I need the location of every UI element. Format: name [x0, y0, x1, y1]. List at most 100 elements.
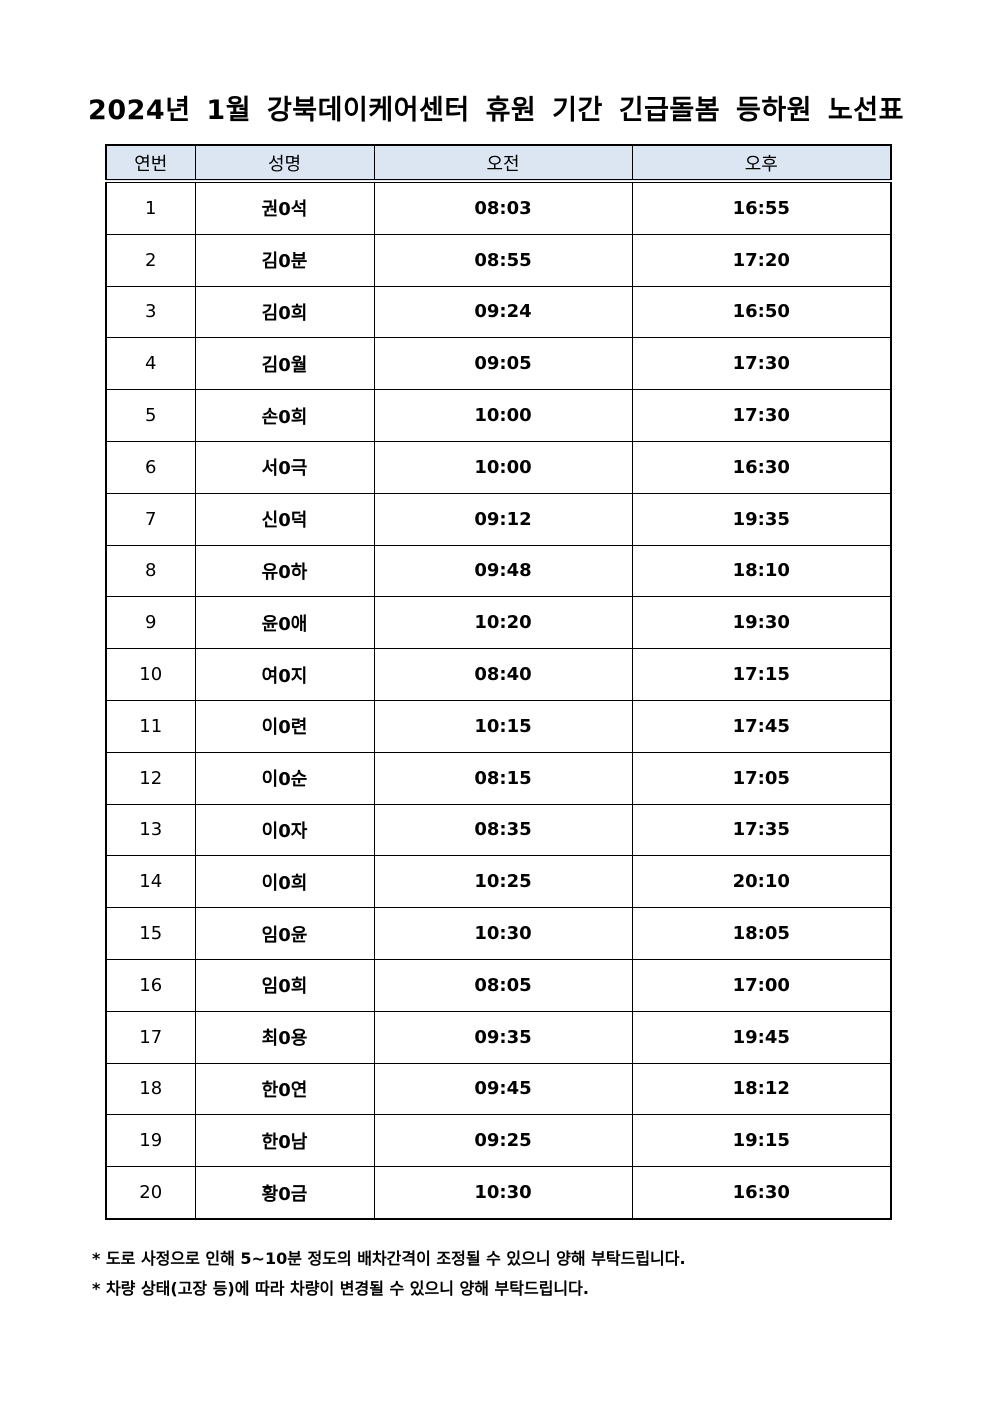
row-number: 10 — [105, 648, 196, 701]
row-number: 12 — [105, 751, 196, 805]
row-morning-time: 08:55 — [373, 233, 633, 287]
row-name: 여0지 — [194, 648, 375, 701]
row-afternoon-time: 17:15 — [631, 648, 892, 701]
table-row: 12 이0순 08:15 17:05 — [105, 751, 892, 805]
row-afternoon-time: 16:30 — [631, 1166, 892, 1220]
row-morning-time: 08:40 — [373, 648, 633, 701]
row-name: 임0희 — [194, 958, 375, 1012]
row-name: 윤0애 — [194, 596, 375, 650]
row-number: 4 — [105, 337, 196, 391]
row-name: 손0희 — [194, 389, 375, 442]
row-number: 13 — [105, 803, 196, 857]
row-number: 15 — [105, 907, 196, 960]
row-name: 유0하 — [194, 544, 375, 598]
row-afternoon-time: 19:30 — [631, 596, 892, 650]
row-afternoon-time: 16:50 — [631, 285, 892, 339]
row-number: 1 — [105, 180, 196, 235]
row-morning-time: 10:30 — [373, 907, 633, 960]
row-morning-time: 09:48 — [373, 544, 633, 598]
table-row: 18 한0연 09:45 18:12 — [105, 1062, 892, 1116]
table-row: 5 손0희 10:00 17:30 — [105, 389, 892, 442]
table-row: 14 이0희 10:25 20:10 — [105, 855, 892, 909]
note-2: * 차량 상태(고장 등)에 따라 차량이 변경될 수 있으니 양해 부탁드립니… — [92, 1279, 589, 1298]
row-afternoon-time: 17:20 — [631, 233, 892, 287]
row-morning-time: 10:20 — [373, 596, 633, 650]
row-name: 권0석 — [194, 180, 375, 235]
row-name: 이0련 — [194, 699, 375, 753]
row-number: 8 — [105, 544, 196, 598]
row-number: 6 — [105, 440, 196, 494]
row-afternoon-time: 17:30 — [631, 337, 892, 391]
table-row: 15 임0윤 10:30 18:05 — [105, 907, 892, 960]
document-title: 2024년 1월 강북데이케어센터 휴원 기간 긴급돌봄 등하원 노선표 — [88, 95, 904, 126]
row-name: 김0분 — [194, 233, 375, 287]
row-number: 16 — [105, 958, 196, 1012]
header-name: 성명 — [194, 144, 375, 183]
row-afternoon-time: 17:05 — [631, 751, 892, 805]
row-afternoon-time: 18:05 — [631, 907, 892, 960]
table-header-row: 연번 성명 오전 오후 — [105, 144, 892, 183]
row-number: 20 — [105, 1166, 196, 1220]
row-number: 2 — [105, 233, 196, 287]
notes: * 도로 사정으로 인해 5~10분 정도의 배차간격이 조정될 수 있으니 양… — [92, 1244, 686, 1304]
row-morning-time: 08:35 — [373, 803, 633, 857]
row-afternoon-time: 18:12 — [631, 1062, 892, 1116]
row-number: 9 — [105, 596, 196, 650]
header-afternoon: 오후 — [631, 144, 892, 183]
row-afternoon-time: 17:35 — [631, 803, 892, 857]
table-row: 4 김0월 09:05 17:30 — [105, 337, 892, 391]
table-row: 8 유0하 09:48 18:10 — [105, 544, 892, 598]
table-row: 13 이0자 08:35 17:35 — [105, 803, 892, 857]
row-name: 서0극 — [194, 440, 375, 494]
row-number: 7 — [105, 492, 196, 546]
table-row: 1 권0석 08:03 16:55 — [105, 180, 892, 235]
row-morning-time: 09:25 — [373, 1114, 633, 1168]
row-morning-time: 10:00 — [373, 440, 633, 494]
row-name: 한0남 — [194, 1114, 375, 1168]
row-morning-time: 08:05 — [373, 958, 633, 1012]
row-afternoon-time: 17:30 — [631, 389, 892, 442]
row-afternoon-time: 19:35 — [631, 492, 892, 546]
row-morning-time: 10:25 — [373, 855, 633, 909]
table-row: 19 한0남 09:25 19:15 — [105, 1114, 892, 1168]
table-row: 17 최0용 09:35 19:45 — [105, 1010, 892, 1064]
row-name: 한0연 — [194, 1062, 375, 1116]
header-morning: 오전 — [373, 144, 633, 183]
row-morning-time: 08:15 — [373, 751, 633, 805]
table-row: 10 여0지 08:40 17:15 — [105, 648, 892, 701]
row-morning-time: 10:00 — [373, 389, 633, 442]
table-row: 11 이0련 10:15 17:45 — [105, 699, 892, 753]
row-name: 황0금 — [194, 1166, 375, 1220]
row-name: 김0희 — [194, 285, 375, 339]
table-row: 16 임0희 08:05 17:00 — [105, 958, 892, 1012]
row-number: 5 — [105, 389, 196, 442]
table-row: 20 황0금 10:30 16:30 — [105, 1166, 892, 1220]
row-name: 최0용 — [194, 1010, 375, 1064]
row-morning-time: 09:45 — [373, 1062, 633, 1116]
note-1: * 도로 사정으로 인해 5~10분 정도의 배차간격이 조정될 수 있으니 양… — [92, 1249, 686, 1268]
row-morning-time: 09:35 — [373, 1010, 633, 1064]
row-afternoon-time: 20:10 — [631, 855, 892, 909]
row-number: 14 — [105, 855, 196, 909]
row-number: 19 — [105, 1114, 196, 1168]
row-number: 11 — [105, 699, 196, 753]
row-morning-time: 08:03 — [373, 180, 633, 235]
row-name: 김0월 — [194, 337, 375, 391]
row-morning-time: 10:30 — [373, 1166, 633, 1220]
table-row: 9 윤0애 10:20 19:30 — [105, 596, 892, 650]
route-table: 연번 성명 오전 오후 1 권0석 08:03 16:55 2 김0분 08:55 17:20… — [105, 144, 892, 1220]
row-morning-time: 09:12 — [373, 492, 633, 546]
row-name: 신0덕 — [194, 492, 375, 546]
row-afternoon-time: 16:30 — [631, 440, 892, 494]
row-afternoon-time: 19:45 — [631, 1010, 892, 1064]
row-morning-time: 10:15 — [373, 699, 633, 753]
row-number: 18 — [105, 1062, 196, 1116]
table-row: 3 김0희 09:24 16:50 — [105, 285, 892, 339]
row-morning-time: 09:05 — [373, 337, 633, 391]
header-number: 연번 — [105, 144, 196, 183]
row-number: 3 — [105, 285, 196, 339]
table-row: 7 신0덕 09:12 19:35 — [105, 492, 892, 546]
table-row: 2 김0분 08:55 17:20 — [105, 233, 892, 287]
row-name: 이0희 — [194, 855, 375, 909]
row-name: 이0순 — [194, 751, 375, 805]
